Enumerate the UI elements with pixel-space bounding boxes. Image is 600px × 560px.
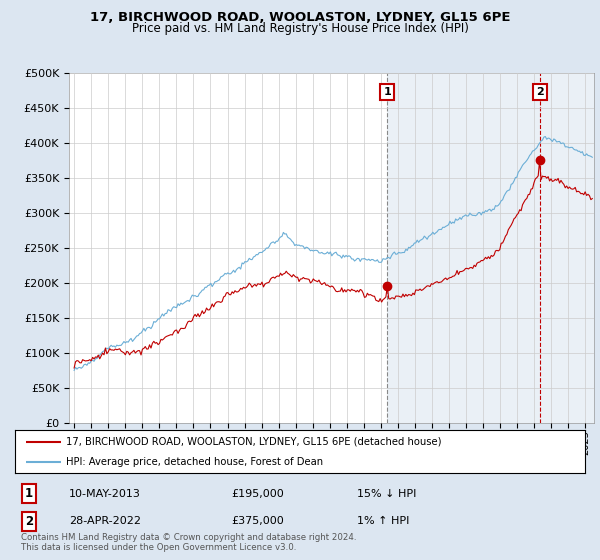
Text: 17, BIRCHWOOD ROAD, WOOLASTON, LYDNEY, GL15 6PE (detached house): 17, BIRCHWOOD ROAD, WOOLASTON, LYDNEY, G… [66, 437, 442, 447]
Text: 1: 1 [25, 487, 34, 501]
Text: 1% ↑ HPI: 1% ↑ HPI [357, 516, 409, 526]
Text: Contains HM Land Registry data © Crown copyright and database right 2024.
This d: Contains HM Land Registry data © Crown c… [20, 533, 356, 552]
Text: 1: 1 [383, 87, 391, 97]
Text: £195,000: £195,000 [232, 489, 284, 499]
Text: £375,000: £375,000 [232, 516, 284, 526]
Text: HPI: Average price, detached house, Forest of Dean: HPI: Average price, detached house, Fore… [66, 458, 323, 467]
Text: 28-APR-2022: 28-APR-2022 [69, 516, 141, 526]
Text: 15% ↓ HPI: 15% ↓ HPI [357, 489, 416, 499]
Text: 2: 2 [25, 515, 34, 528]
Text: 17, BIRCHWOOD ROAD, WOOLASTON, LYDNEY, GL15 6PE: 17, BIRCHWOOD ROAD, WOOLASTON, LYDNEY, G… [90, 11, 510, 24]
Bar [387, 73, 594, 423]
Text: Price paid vs. HM Land Registry's House Price Index (HPI): Price paid vs. HM Land Registry's House … [131, 22, 469, 35]
Text: 2: 2 [536, 87, 544, 97]
Text: 10-MAY-2013: 10-MAY-2013 [69, 489, 141, 499]
